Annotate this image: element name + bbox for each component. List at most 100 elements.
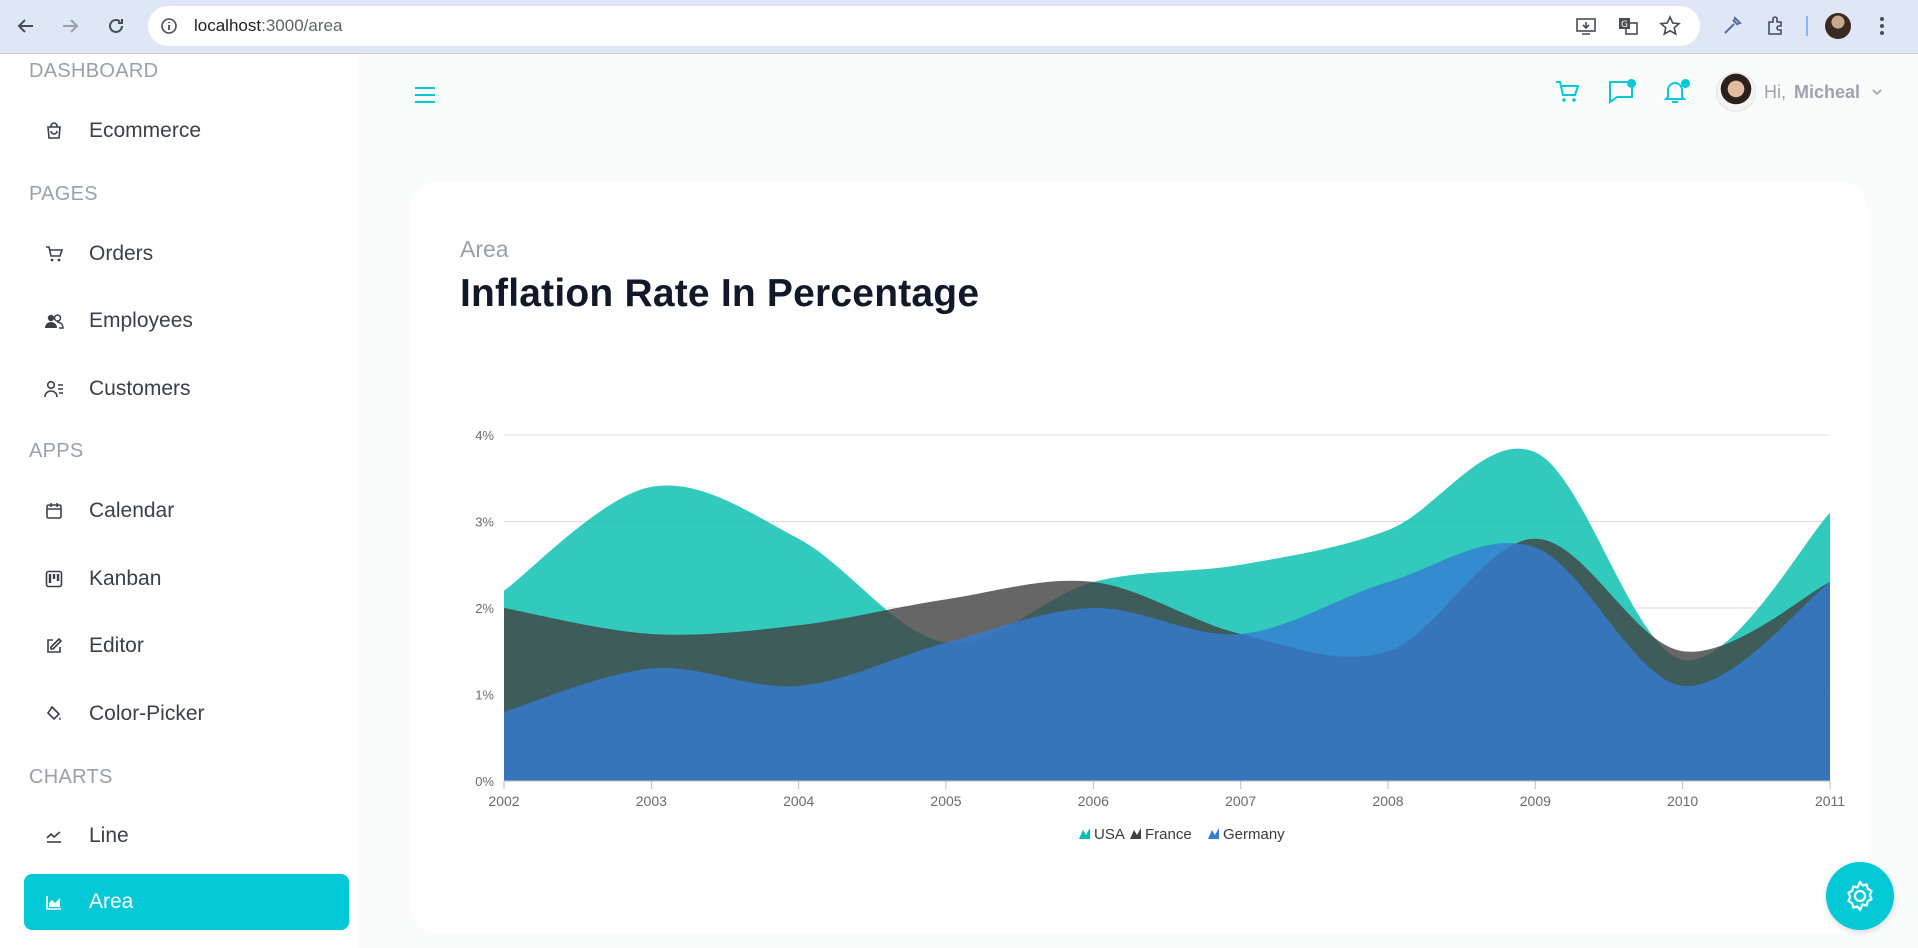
legend-marker-germany bbox=[1208, 828, 1219, 839]
notification-button[interactable] bbox=[1658, 75, 1692, 109]
notification-dot bbox=[1680, 79, 1690, 88]
calendar-icon bbox=[44, 501, 64, 521]
back-button[interactable] bbox=[12, 12, 40, 40]
chevron-down-icon[interactable] bbox=[1870, 85, 1884, 99]
sidebar-item-line[interactable]: Line bbox=[24, 808, 349, 864]
browser-toolbar: localhost:3000/area G bbox=[0, 0, 1918, 54]
legend-label: France bbox=[1145, 826, 1192, 843]
chart-card: Area Inflation Rate In Percentage 0% 1% 2%… bbox=[410, 182, 1868, 934]
toolbar-separator bbox=[1806, 16, 1808, 36]
x-tick-label: 2002 bbox=[488, 793, 519, 809]
legend-label: Germany bbox=[1223, 826, 1285, 843]
translate-icon[interactable]: G bbox=[1616, 14, 1640, 38]
sidebar-item-label: Ecommerce bbox=[89, 119, 202, 142]
info-icon[interactable] bbox=[158, 15, 180, 37]
cart-icon bbox=[1555, 81, 1580, 102]
sidebar-item-label: Employees bbox=[89, 309, 193, 332]
color-fill-icon bbox=[44, 704, 64, 724]
sidebar-item-ecommerce[interactable]: Ecommerce bbox=[24, 103, 349, 159]
reload-icon bbox=[109, 18, 123, 33]
section-title-pages: PAGES bbox=[29, 183, 98, 205]
sidebar-item-color-picker[interactable]: Color-Picker bbox=[24, 686, 349, 742]
sidebar-item-label: Area bbox=[89, 890, 134, 913]
legend-label: USA bbox=[1094, 826, 1125, 843]
address-bar[interactable]: localhost:3000/area G bbox=[148, 6, 1700, 46]
arrow-right-icon bbox=[63, 19, 79, 33]
sidebar-item-label: Line bbox=[89, 824, 129, 847]
arrow-left-icon bbox=[17, 19, 33, 33]
cart-button[interactable] bbox=[1550, 75, 1584, 109]
profile-avatar-button[interactable] bbox=[1824, 12, 1852, 40]
sidebar-item-label: Customers bbox=[89, 377, 191, 400]
sidebar-item-calendar[interactable]: Calendar bbox=[24, 483, 349, 539]
main-content: Hi, Micheal Area Inflation Rate In Perce… bbox=[358, 54, 1918, 948]
y-tick-label: 4% bbox=[475, 428, 494, 443]
x-tick-label: 2007 bbox=[1225, 793, 1256, 809]
y-tick-label: 0% bbox=[475, 774, 494, 789]
y-tick-label: 1% bbox=[475, 688, 494, 703]
sidebar-item-area[interactable]: Area bbox=[24, 874, 349, 930]
svg-text:G: G bbox=[1621, 20, 1628, 30]
navbar-actions: Hi, Micheal bbox=[1530, 72, 1884, 112]
sidebar-item-orders[interactable]: Orders bbox=[24, 226, 349, 282]
sidebar-item-label: Kanban bbox=[89, 567, 162, 590]
x-tick-label: 2009 bbox=[1520, 793, 1551, 809]
area-chart-icon bbox=[44, 892, 64, 912]
x-tick-label: 2005 bbox=[930, 793, 961, 809]
series-area-germany bbox=[504, 542, 1830, 781]
settings-button[interactable] bbox=[1826, 862, 1894, 930]
x-tick-label: 2008 bbox=[1372, 793, 1403, 809]
forward-button[interactable] bbox=[56, 12, 84, 40]
menu-toggle-button[interactable] bbox=[410, 80, 440, 110]
profile-avatar bbox=[1825, 13, 1851, 39]
legend-marker-usa bbox=[1079, 828, 1090, 839]
x-tick-label: 2011 bbox=[1815, 793, 1845, 809]
sidebar-item-kanban[interactable]: Kanban bbox=[24, 551, 349, 607]
area-chart: 0% 1% 2% 3% 4% 2002 2003 2004 2005 2006 2007 2008 20… bbox=[475, 428, 1845, 843]
line-chart-icon bbox=[44, 826, 64, 846]
bell-icon bbox=[1663, 82, 1687, 103]
url-host: localhost bbox=[194, 16, 262, 35]
section-title-apps: APPS bbox=[29, 440, 84, 462]
chat-button[interactable] bbox=[1604, 75, 1638, 109]
gear-icon bbox=[1847, 880, 1873, 912]
sidebar-item-label: Color-Picker bbox=[89, 702, 205, 725]
sidebar-item-employees[interactable]: Employees bbox=[24, 293, 349, 349]
x-tick-label: 2003 bbox=[636, 793, 667, 809]
user-name[interactable]: Micheal bbox=[1793, 81, 1860, 102]
x-tick-label: 2010 bbox=[1667, 793, 1698, 809]
user-avatar[interactable] bbox=[1715, 72, 1756, 112]
greeting-text: Hi, bbox=[1763, 81, 1786, 102]
x-tick-label: 2004 bbox=[783, 793, 814, 809]
edit-icon bbox=[44, 636, 64, 656]
reload-button[interactable] bbox=[102, 12, 130, 40]
section-title-dashboard: DASHBOARD bbox=[29, 60, 159, 82]
users-icon bbox=[44, 311, 64, 331]
card-subtitle: Area bbox=[460, 236, 509, 262]
sidebar-item-customers[interactable]: Customers bbox=[24, 361, 349, 417]
eyedropper-extension-icon[interactable] bbox=[1718, 12, 1746, 40]
hamburger-icon bbox=[415, 87, 435, 103]
x-tick-label: 2006 bbox=[1078, 793, 1109, 809]
sidebar-item-label: Editor bbox=[89, 634, 144, 657]
url-path: :3000/area bbox=[261, 16, 343, 35]
install-app-icon[interactable] bbox=[1574, 14, 1598, 38]
y-tick-label: 2% bbox=[475, 601, 494, 616]
kanban-icon bbox=[44, 569, 64, 589]
sidebar-item-label: Calendar bbox=[89, 499, 175, 522]
bookmark-star-icon[interactable] bbox=[1658, 14, 1682, 38]
more-menu-icon[interactable] bbox=[1868, 12, 1896, 40]
url-text: localhost:3000/area bbox=[194, 16, 342, 36]
user-list-icon bbox=[44, 379, 64, 399]
extensions-puzzle-icon[interactable] bbox=[1762, 12, 1790, 40]
y-tick-label: 3% bbox=[475, 515, 494, 530]
section-title-charts: CHARTS bbox=[29, 766, 113, 788]
card-title: Inflation Rate In Percentage bbox=[460, 272, 980, 315]
chat-notification-dot bbox=[1626, 79, 1636, 88]
sidebar-item-label: Orders bbox=[89, 242, 154, 265]
legend-marker-france bbox=[1130, 828, 1141, 839]
cart-icon bbox=[44, 244, 64, 264]
shopping-bag-icon bbox=[44, 121, 64, 141]
sidebar: DASHBOARD Ecommerce PAGES Orders Employe… bbox=[0, 54, 358, 948]
sidebar-item-editor[interactable]: Editor bbox=[24, 618, 349, 674]
